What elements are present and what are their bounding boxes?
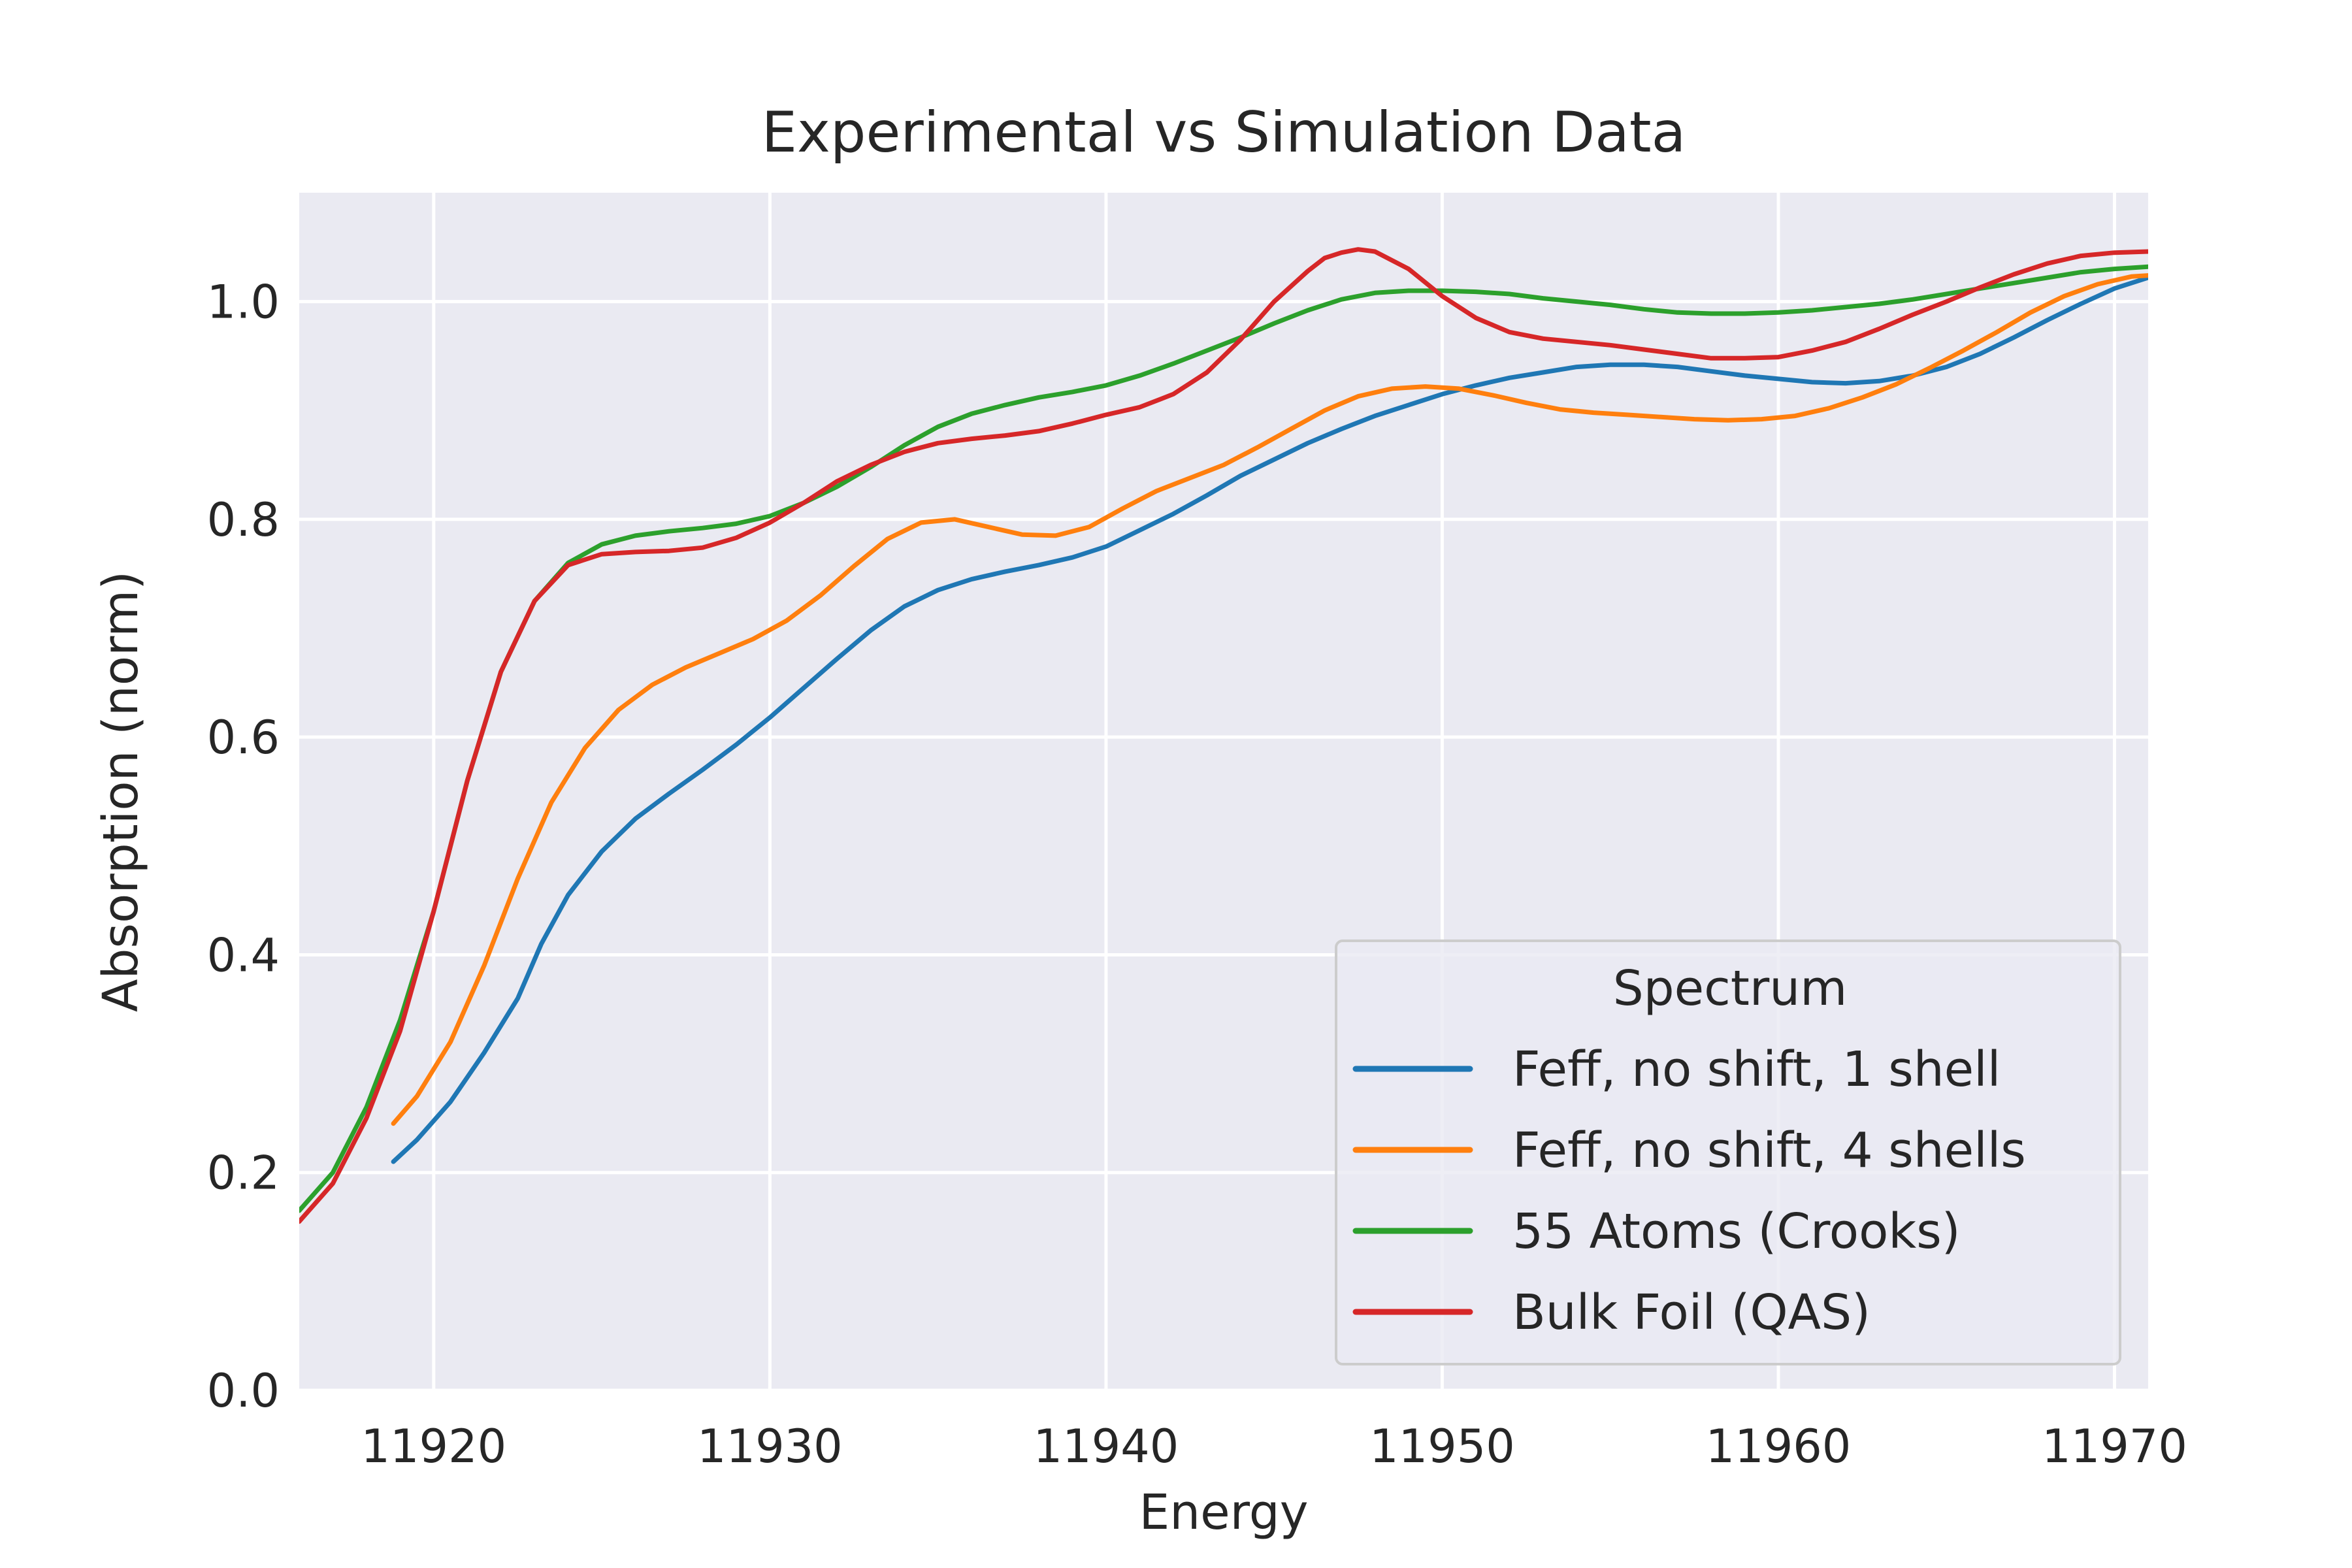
y-tick-label: 0.0 bbox=[207, 1364, 280, 1418]
x-tick-label: 11940 bbox=[1034, 1420, 1179, 1473]
legend-label-1: Feff, no shift, 1 shell bbox=[1512, 1041, 2001, 1098]
x-tick-label: 11970 bbox=[2042, 1420, 2187, 1473]
x-axis-label: Energy bbox=[1139, 1484, 1308, 1541]
x-tick-labels: 11920 11930 11940 11950 11960 11970 bbox=[361, 1420, 2187, 1473]
legend-label-2: Feff, no shift, 4 shells bbox=[1512, 1122, 2026, 1179]
y-tick-labels: 0.0 0.2 0.4 0.6 0.8 1.0 bbox=[207, 276, 280, 1418]
series-line-1 bbox=[391, 275, 2148, 1164]
x-tick-label: 11920 bbox=[361, 1420, 506, 1473]
series-layer bbox=[299, 247, 2148, 1224]
y-tick-label: 1.0 bbox=[207, 276, 280, 329]
series-line-2 bbox=[391, 273, 2148, 1126]
series-line-3 bbox=[299, 264, 2148, 1213]
x-tick-label: 11960 bbox=[1706, 1420, 1852, 1473]
legend-title: Spectrum bbox=[1613, 960, 1848, 1017]
chart-title: Experimental vs Simulation Data bbox=[762, 100, 1686, 165]
x-tick-label: 11930 bbox=[697, 1420, 843, 1473]
series-line-4 bbox=[299, 247, 2148, 1224]
y-tick-label: 0.6 bbox=[207, 711, 280, 764]
legend-items: Feff, no shift, 1 shell Feff, no shift, 4… bbox=[1352, 1041, 2026, 1341]
legend-box bbox=[1335, 939, 2121, 1365]
y-tick-label: 0.2 bbox=[207, 1147, 280, 1200]
x-tick-label: 11950 bbox=[1369, 1420, 1515, 1473]
y-tick-label: 0.8 bbox=[207, 493, 280, 547]
legend-label-3: 55 Atoms (Crooks) bbox=[1512, 1203, 1961, 1260]
y-tick-label: 0.4 bbox=[207, 928, 280, 982]
legend-label-4: Bulk Foil (QAS) bbox=[1512, 1284, 1870, 1341]
y-axis-label: Absorption (norm) bbox=[93, 571, 149, 1012]
